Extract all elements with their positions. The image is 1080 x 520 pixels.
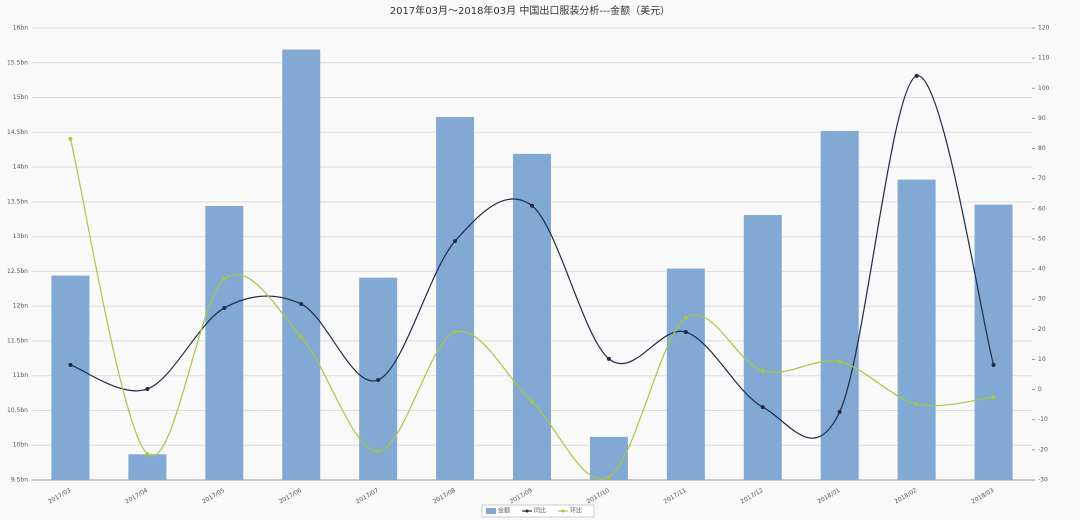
bar: [820, 130, 859, 480]
y-tick-label: 15.5bn: [7, 59, 28, 66]
point: [683, 315, 688, 320]
bar: [205, 206, 244, 480]
point: [991, 395, 996, 400]
y-tick-label: 16bn: [13, 25, 28, 32]
point: [837, 409, 842, 414]
point: [299, 302, 304, 307]
legend-label: 同比: [534, 507, 546, 515]
bar: [513, 153, 551, 480]
point: [837, 359, 842, 364]
y-tick-label: 14bn: [13, 164, 28, 171]
y2-tick-label: 10: [1038, 356, 1046, 363]
point: [530, 203, 534, 208]
y2-tick-label: 60: [1038, 205, 1046, 212]
y-tick-label: 11bn: [13, 372, 28, 379]
point: [991, 362, 996, 367]
line: [69, 138, 994, 480]
point: [683, 330, 688, 335]
point: [376, 377, 381, 382]
legend-swatch: [486, 508, 496, 514]
point: [145, 452, 150, 457]
y-tick-label: 12.5bn: [7, 268, 28, 275]
y2-tick-label: -30: [1038, 477, 1048, 484]
y-tick-label: 9.5bn: [11, 477, 28, 484]
point: [606, 474, 611, 479]
y2-tick-label: 90: [1038, 115, 1046, 122]
legend-box: [481, 504, 595, 518]
y-tick-label: 10.5bn: [7, 407, 28, 414]
point: [914, 402, 919, 407]
legend-swatch: [525, 509, 529, 513]
line: [70, 75, 995, 439]
bar: [282, 49, 321, 481]
y-tick-label: 13bn: [13, 233, 28, 240]
bar: [897, 179, 936, 480]
y2-tick-label: 80: [1038, 145, 1046, 152]
y-tick-label: 13.5bn: [7, 198, 28, 205]
point: [222, 277, 227, 282]
y2-tick-label: 50: [1038, 235, 1046, 242]
y-tick-label: 12bn: [13, 303, 28, 310]
bar: [974, 204, 1013, 480]
y-tick-label: 15bn: [13, 94, 28, 101]
y2-tick-label: 110: [1038, 55, 1050, 62]
bar: [436, 117, 475, 481]
y2-tick-label: 0: [1038, 386, 1042, 393]
point: [222, 305, 227, 310]
chart-title: 2017年03月～2018年03月 中国出口服装分析---金额（美元）: [390, 4, 670, 17]
bar: [51, 275, 90, 480]
bar: [666, 268, 705, 480]
bar: [128, 454, 167, 480]
point: [299, 334, 304, 339]
y2-tick-label: 20: [1038, 326, 1046, 333]
bar: [589, 436, 628, 480]
y-tick-label: 14.5bn: [7, 129, 28, 136]
point: [760, 368, 765, 373]
legend-swatch: [561, 509, 565, 513]
y2-tick-label: 120: [1038, 25, 1050, 32]
legend-label: 环比: [570, 507, 582, 515]
point: [453, 330, 458, 335]
point: [914, 73, 919, 78]
y2-tick-label: 30: [1038, 296, 1046, 303]
y-tick-label: 11.5bn: [7, 337, 28, 344]
point: [760, 405, 765, 410]
legend-label: 金额: [498, 507, 510, 515]
y2-tick-label: 100: [1038, 85, 1050, 92]
point: [376, 449, 381, 454]
y2-tick-label: 40: [1038, 266, 1046, 273]
y2-tick-label: -10: [1038, 416, 1048, 423]
y2-tick-label: -20: [1038, 446, 1048, 453]
point: [68, 136, 73, 141]
point: [530, 399, 534, 404]
point: [606, 356, 611, 361]
y2-tick-label: 70: [1038, 175, 1046, 182]
y-tick-label: 10bn: [13, 442, 28, 449]
bar: [743, 215, 782, 480]
point: [453, 239, 458, 244]
point: [145, 386, 150, 391]
point: [68, 362, 73, 367]
